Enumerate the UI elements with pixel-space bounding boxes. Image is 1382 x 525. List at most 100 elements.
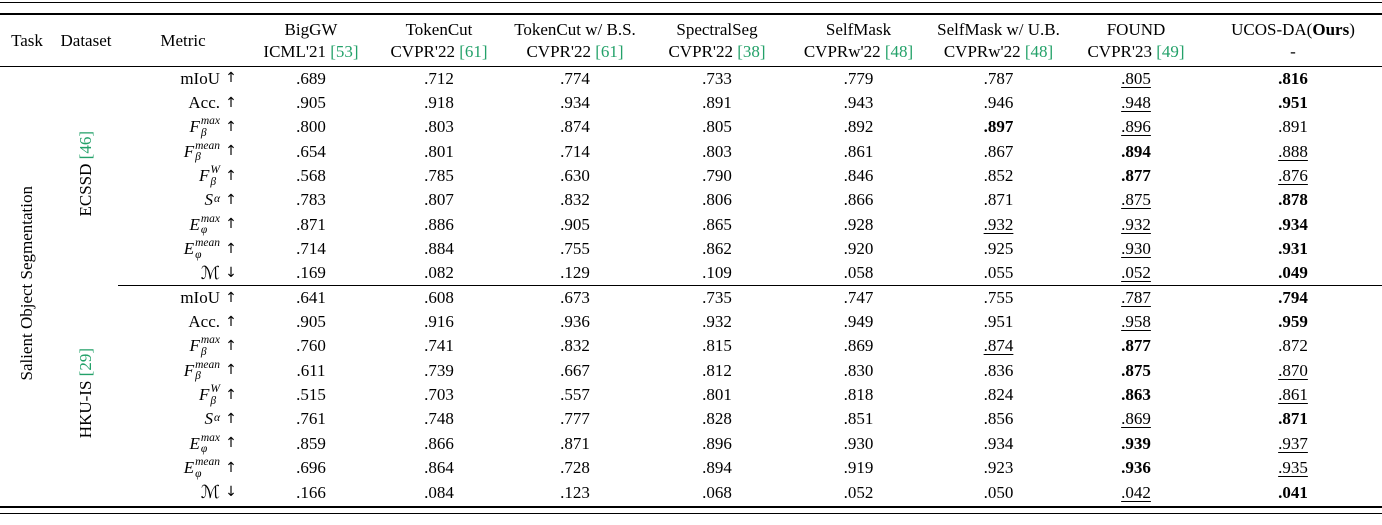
value-cell: .930	[843, 433, 874, 453]
value-cell: .905	[296, 93, 326, 113]
metric-supsub: max β	[201, 116, 220, 139]
metric-label: ℳ ↓	[201, 264, 242, 282]
value-cell: .803	[424, 117, 454, 137]
metric-symbol: F	[183, 141, 195, 161]
metric-sup: max	[200, 334, 220, 347]
metric-sub: β	[210, 394, 217, 407]
value-cell: .856	[983, 409, 1014, 429]
value-cell: .874	[560, 117, 590, 137]
value-cell: .728	[560, 458, 590, 478]
value-cell: .936	[1121, 458, 1151, 478]
value-cell: .949	[843, 312, 874, 332]
value-cell: .916	[424, 312, 454, 332]
value-cell: .932	[1121, 214, 1151, 234]
value-cell: .920	[843, 239, 874, 259]
metric-symbol: E	[189, 433, 200, 453]
value-cell: .932	[702, 312, 732, 332]
citation-link[interactable]: [48]	[884, 41, 914, 61]
method-header: SelfMask w/ U.B. CVPRw'22 [48]	[929, 16, 1068, 67]
value-cell: .891	[1278, 117, 1308, 137]
value-cell: .755	[560, 239, 590, 259]
citation-link[interactable]: [48]	[1024, 41, 1054, 61]
value-cell: .878	[1278, 190, 1308, 210]
metric-cell: mIoU ↑	[118, 284, 248, 310]
metric-cell: mIoU ↑	[118, 66, 248, 90]
method-name: TokenCut w/ B.S.	[514, 19, 636, 39]
value-cell: .919	[843, 458, 874, 478]
metric-label: ℳ ↓	[201, 483, 242, 501]
value-cell: .794	[1204, 284, 1382, 310]
value-cell: .733	[702, 68, 732, 88]
method-name: TokenCut	[405, 19, 473, 39]
value-cell: .869	[843, 336, 874, 356]
value-cell: .832	[560, 336, 590, 356]
value-cell: .611	[296, 360, 326, 380]
metric-sup: max	[200, 115, 220, 128]
value-cell: .894	[702, 458, 732, 478]
value-cell: .129	[560, 263, 590, 283]
bottom-rule-inner	[0, 506, 1382, 508]
value-cell: .897	[983, 117, 1014, 137]
citation-link[interactable]: [53]	[330, 41, 359, 61]
value-cell: .801	[702, 385, 732, 405]
metric-cell: Acc. ↑	[118, 309, 248, 333]
value-cell: .654	[296, 141, 326, 161]
up-arrow-icon: ↑	[225, 94, 237, 111]
results-table: Task Dataset Metric BigGW ICML'21 [53] Tok…	[0, 16, 1382, 504]
metric-cell: ℳ ↓	[118, 261, 248, 285]
table-row: Salient Object Segmentation ECSSD [46] mIo…	[0, 66, 1382, 381]
value-cell: .934	[1278, 214, 1308, 234]
metric-sup: max	[200, 212, 220, 225]
value-cell: .891	[702, 93, 732, 113]
value-cell: .872	[1278, 336, 1308, 356]
value-cell: .861	[843, 141, 874, 161]
citation-link[interactable]: [61]	[595, 41, 624, 61]
value-cell: .779	[843, 68, 874, 88]
method-venue: CVPR'22 [38]	[668, 41, 766, 61]
method-header: TokenCut CVPR'22 [61]	[374, 16, 504, 67]
header-dataset: Dataset	[54, 16, 118, 67]
down-arrow-icon: ↓	[225, 484, 237, 501]
value-cell: .865	[702, 214, 732, 234]
value-cell: .803	[702, 141, 732, 161]
value-cell: .805	[702, 117, 732, 137]
metric-symbol: F	[183, 360, 195, 380]
value-cell: .836	[983, 360, 1014, 380]
up-arrow-icon: ↑	[225, 240, 237, 257]
value-cell: .905	[296, 312, 326, 332]
citation-link[interactable]: [61]	[459, 41, 488, 61]
bottom-rule-outer	[0, 513, 1382, 514]
metric-symbol: mIoU	[180, 288, 220, 308]
value-cell: .774	[560, 68, 590, 88]
citation-link[interactable]: [49]	[1156, 41, 1185, 61]
method-venue: CVPR'23 [49]	[1087, 41, 1185, 61]
method-name-bold: Ours	[1312, 19, 1350, 39]
task-label: Salient Object Segmentation	[17, 186, 37, 381]
metric-sub: φ	[195, 248, 202, 261]
header-task: Task	[0, 16, 54, 67]
table-row: ℳ ↓ .166.084.123.068.052.050.042.041	[0, 480, 1382, 504]
value-cell: .888	[1278, 141, 1308, 161]
table-header: Task Dataset Metric BigGW ICML'21 [53] Tok…	[0, 16, 1382, 67]
citation-link[interactable]: [38]	[737, 41, 766, 61]
citation-link[interactable]: [46]	[76, 131, 96, 160]
up-arrow-icon: ↑	[225, 386, 237, 403]
value-cell: .959	[1278, 312, 1308, 332]
value-cell: .866	[424, 433, 454, 453]
value-cell: .800	[296, 117, 326, 137]
value-cell: .123	[560, 482, 590, 502]
citation-link[interactable]: [29]	[76, 347, 96, 376]
value-cell: .931	[1278, 239, 1308, 259]
